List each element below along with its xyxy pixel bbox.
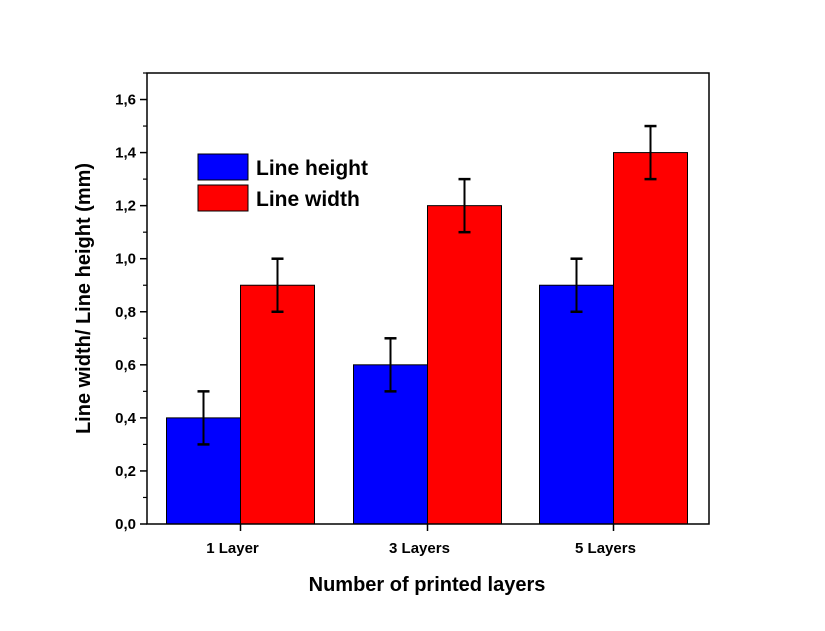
error-bar-line-height-3-layers [384,337,397,393]
y-tick-label: 0,2 [115,463,136,480]
legend-swatch-line-width [197,184,249,212]
error-bar-line-width-1-layer [271,257,284,314]
y-tick-label: 1,6 [115,92,136,109]
y-axis-title: Line width/ Line height (mm) [73,163,95,434]
y-tick-label: 1,4 [115,145,137,162]
error-bar-line-height-1-layer [197,390,210,446]
bar-line-width-1-layer [240,284,315,525]
y-tick-label: 0,6 [115,357,136,374]
x-tick-label-5-layers: 5 Layers [575,540,636,557]
bar-line-width-5-layers [613,152,688,525]
error-bars-layer [197,124,657,446]
legend-label-line-width: Line width [256,188,360,211]
x-tick-label-3-layers: 3 Layers [389,540,450,557]
y-axis: 0,0 0,2 0,4 0,6 0,8 1,0 1,2 1,4 1,6 [115,72,147,533]
y-tick-label: 0,0 [115,516,136,533]
bar-line-width-3-layers [427,205,502,525]
y-tick-label: 0,4 [115,410,137,427]
legend: Line height Line width [197,153,368,212]
x-axis: 1 Layer 3 Layers 5 Layers [206,524,636,557]
error-bar-line-width-3-layers [458,177,471,234]
bar-line-height-5-layers [539,284,614,525]
legend-swatch-line-height [197,153,249,181]
error-bar-line-height-5-layers [570,257,583,314]
y-tick-label: 1,0 [115,251,136,268]
legend-label-line-height: Line height [256,157,368,180]
bars-layer [166,152,688,525]
x-tick-label-1-layer: 1 Layer [206,540,259,557]
y-tick-label: 0,8 [115,304,136,321]
y-tick-label: 1,2 [115,198,136,215]
x-axis-title: Number of printed layers [309,574,546,596]
error-bar-line-width-5-layers [644,124,657,181]
